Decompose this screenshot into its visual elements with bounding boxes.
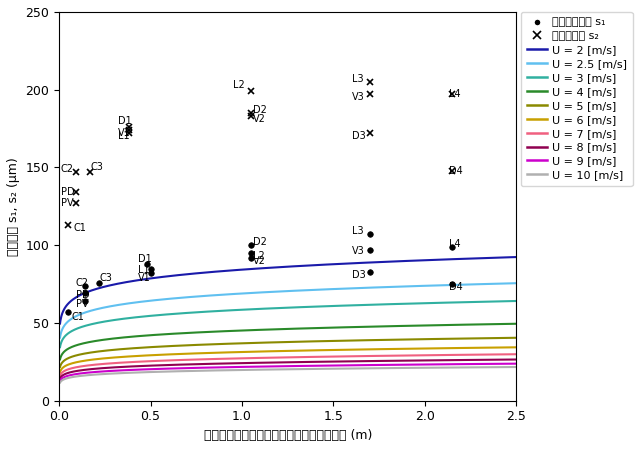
Text: C2: C2 xyxy=(61,164,74,174)
Text: D1: D1 xyxy=(138,254,152,264)
Text: V3: V3 xyxy=(352,247,365,256)
Text: V2: V2 xyxy=(253,114,266,124)
Text: L2: L2 xyxy=(233,80,244,90)
Text: L1: L1 xyxy=(138,265,149,275)
Text: D4: D4 xyxy=(449,282,463,292)
X-axis label: 体先端またはヒレ前縁から榄鳞までの距離 (m): 体先端またはヒレ前縁から榄鳞までの距離 (m) xyxy=(204,429,372,442)
Text: PD: PD xyxy=(61,187,74,198)
Text: V3: V3 xyxy=(352,92,365,102)
Text: C2: C2 xyxy=(76,277,88,287)
Text: V2: V2 xyxy=(253,256,266,266)
Text: PV: PV xyxy=(61,198,74,208)
Text: D3: D3 xyxy=(352,270,365,280)
Text: D2: D2 xyxy=(253,237,267,247)
Text: C3: C3 xyxy=(99,273,112,283)
Text: L2: L2 xyxy=(253,251,265,261)
Text: D1: D1 xyxy=(118,116,131,126)
Text: C3: C3 xyxy=(90,163,103,172)
Text: PD: PD xyxy=(76,290,89,300)
Text: L4: L4 xyxy=(449,89,460,99)
Text: L3: L3 xyxy=(352,74,364,84)
Text: C1: C1 xyxy=(72,312,84,322)
Text: D2: D2 xyxy=(253,105,267,115)
Text: C1: C1 xyxy=(74,223,86,233)
Text: L3: L3 xyxy=(352,226,364,236)
Text: D4: D4 xyxy=(449,166,463,176)
Text: V1: V1 xyxy=(138,273,150,283)
Text: V1: V1 xyxy=(118,128,131,138)
Text: D3: D3 xyxy=(352,132,365,141)
Legend: 大小突起間隔 s₁, 大突起間隔 s₂, U = 2 [m/s], U = 2.5 [m/s], U = 3 [m/s], U = 4 [m/s], U = 5: 大小突起間隔 s₁, 大突起間隔 s₂, U = 2 [m/s], U = 2.… xyxy=(521,12,633,186)
Text: L1: L1 xyxy=(118,132,129,141)
Text: L4: L4 xyxy=(449,239,460,249)
Text: PV: PV xyxy=(76,299,88,309)
Y-axis label: 突起間隔 s₁, s₂ (μm): 突起間隔 s₁, s₂ (μm) xyxy=(7,157,20,256)
